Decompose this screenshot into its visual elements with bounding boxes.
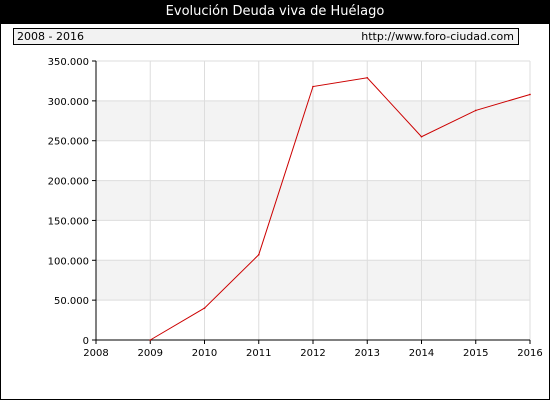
period-label: 2008 - 2016 xyxy=(17,30,84,43)
x-tick-label: 2013 xyxy=(355,348,380,359)
source-url[interactable]: http://www.foro-ciudad.com xyxy=(361,30,514,43)
x-axis-ticks: 2008 2009 2010 2011 2012 2013 2014 2015 2016 xyxy=(83,340,543,359)
data-point xyxy=(420,135,423,138)
x-tick-label: 2014 xyxy=(409,348,434,359)
y-tick-label: 100.000 xyxy=(48,256,89,267)
y-tick-label: 200.000 xyxy=(48,177,89,188)
data-point xyxy=(149,339,152,341)
y-tick-label: 50.000 xyxy=(54,296,89,307)
x-tick-label: 2010 xyxy=(192,348,217,359)
data-point xyxy=(257,253,260,256)
x-tick-label: 2008 xyxy=(83,348,108,359)
x-tick-label: 2011 xyxy=(246,348,271,359)
series-line xyxy=(149,77,531,341)
data-point xyxy=(366,76,369,79)
data-point xyxy=(529,93,531,96)
x-tick-label: 2016 xyxy=(517,348,542,359)
info-box: 2008 - 2016 http://www.foro-ciudad.com xyxy=(13,28,519,45)
y-tick-label: 300.000 xyxy=(48,97,89,108)
data-point xyxy=(312,85,314,88)
series-layer xyxy=(149,76,531,341)
grid-lines xyxy=(96,60,531,340)
chart-title: Evolución Deuda viva de Huélago xyxy=(0,0,550,24)
axes xyxy=(92,61,530,344)
data-point xyxy=(474,109,477,112)
y-tick-label: 250.000 xyxy=(48,137,89,148)
x-tick-label: 2015 xyxy=(463,348,488,359)
x-tick-label: 2009 xyxy=(138,348,163,359)
y-axis-ticks: 0 50.000 100.000 150.000 200.000 250.000 300.0… xyxy=(48,57,96,347)
x-tick-label: 2012 xyxy=(300,348,325,359)
data-point xyxy=(203,307,206,309)
y-tick-label: 150.000 xyxy=(48,216,89,227)
y-tick-label: 0 xyxy=(83,336,89,347)
y-tick-label: 350.000 xyxy=(48,57,89,68)
